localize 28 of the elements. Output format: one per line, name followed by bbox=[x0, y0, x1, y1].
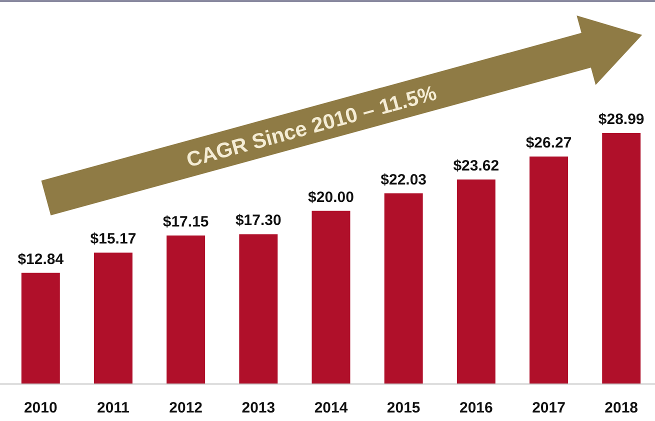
data-label: $22.03 bbox=[380, 171, 427, 188]
data-label: $17.15 bbox=[162, 214, 209, 231]
x-tick-label: 2011 bbox=[96, 400, 130, 417]
data-label: $15.17 bbox=[90, 230, 136, 248]
data-label: $20.00 bbox=[308, 188, 354, 206]
bar bbox=[530, 156, 568, 384]
data-label: $26.27 bbox=[526, 134, 572, 152]
x-tick-label: 2012 bbox=[169, 400, 203, 417]
x-tick-label: 2017 bbox=[532, 400, 566, 417]
data-label: $23.62 bbox=[453, 157, 500, 174]
data-label: $17.30 bbox=[235, 212, 282, 230]
x-tick-label: 2018 bbox=[604, 400, 638, 417]
bar bbox=[602, 133, 641, 384]
bar bbox=[21, 272, 60, 384]
x-tick-label: 2013 bbox=[242, 400, 276, 417]
x-tick-label: 2010 bbox=[24, 400, 58, 417]
annotation: CAGR Since 2010 – 11.5% bbox=[184, 82, 440, 172]
bar bbox=[166, 236, 206, 384]
data-label: $28.99 bbox=[598, 111, 644, 128]
bar bbox=[384, 193, 423, 384]
x-tick-label: 2015 bbox=[386, 400, 420, 417]
x-tick-label: 2014 bbox=[314, 400, 348, 417]
bar bbox=[239, 234, 278, 384]
bar bbox=[312, 210, 350, 384]
x-tick-label: 2016 bbox=[459, 400, 493, 417]
bar bbox=[94, 252, 132, 384]
data-label: $12.84 bbox=[18, 250, 64, 268]
bar bbox=[456, 179, 496, 384]
